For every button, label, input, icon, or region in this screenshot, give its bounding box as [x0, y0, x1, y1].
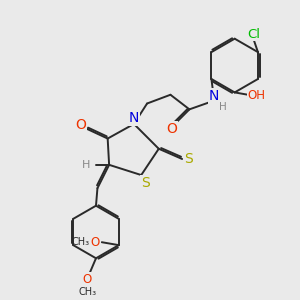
Text: H: H: [218, 102, 226, 112]
Text: O: O: [82, 273, 92, 286]
Text: O: O: [167, 122, 177, 136]
Text: CH₃: CH₃: [78, 286, 96, 297]
Text: O: O: [91, 236, 100, 249]
Text: N: N: [209, 89, 219, 103]
Text: Cl: Cl: [247, 28, 260, 40]
Text: CH₃: CH₃: [71, 237, 89, 247]
Text: H: H: [82, 160, 90, 170]
Text: OH: OH: [248, 89, 266, 102]
Text: O: O: [75, 118, 86, 132]
Text: S: S: [184, 152, 193, 166]
Text: S: S: [141, 176, 150, 190]
Text: N: N: [129, 110, 139, 124]
